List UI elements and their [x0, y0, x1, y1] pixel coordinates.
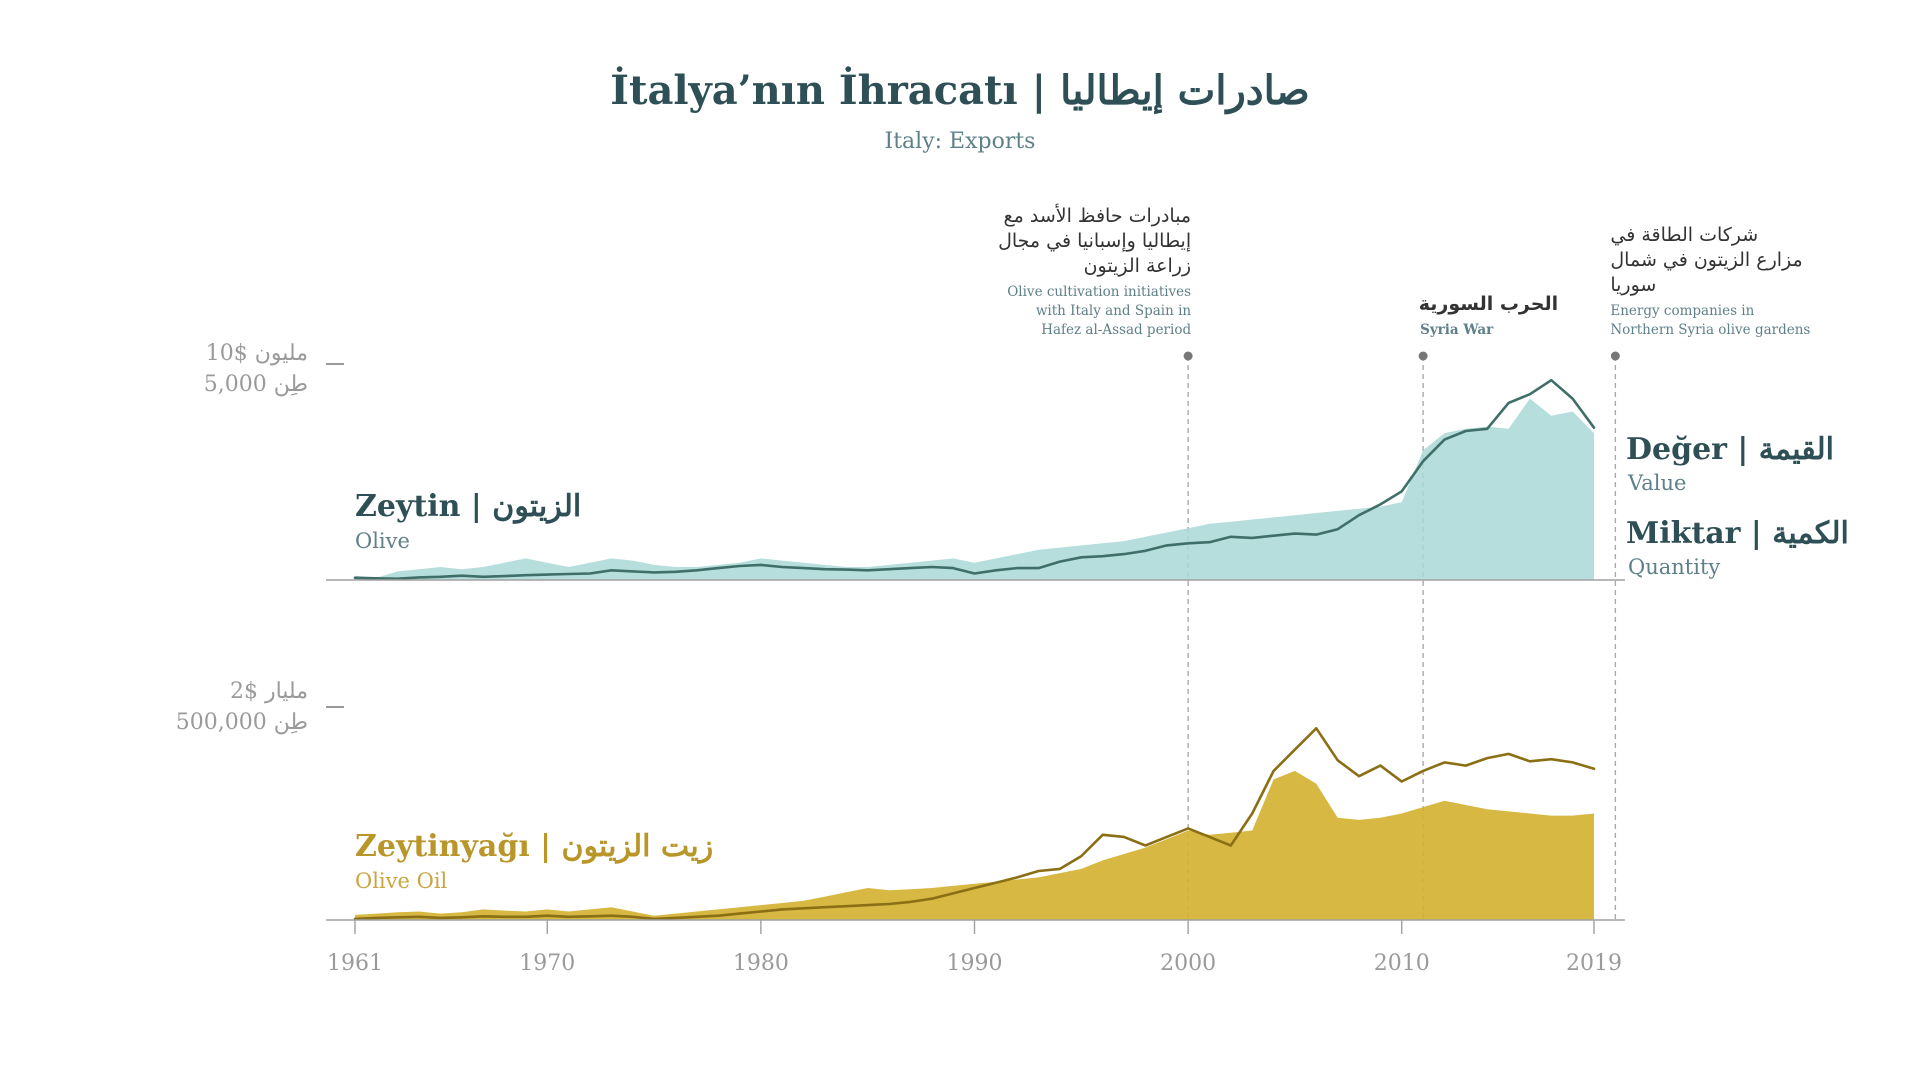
- x-tick-label-1990: 1990: [947, 951, 1003, 976]
- annotation-ar-2020-1: مزارع الزيتون في شمال: [1610, 249, 1802, 271]
- legend-value-subtitle: Value: [1627, 471, 1686, 495]
- oil-quantity-area: [355, 770, 1594, 920]
- chart-subtitle: Italy: Exports: [885, 129, 1036, 154]
- x-tick-label-2000: 2000: [1160, 951, 1216, 976]
- x-tick-label-1970: 1970: [519, 951, 575, 976]
- olive-oil-panel: مليار $2 طِن 500,000 Zeytinyağı | زيت ال…: [176, 679, 713, 893]
- x-tick-label-1980: 1980: [733, 951, 789, 976]
- olive-panel: مليون $10 طِن 5,000 Zeytin | الزيتون Oli…: [204, 341, 582, 553]
- annotation-dot-2020: [1610, 351, 1620, 361]
- oil-scale-value-label: مليار $2: [230, 679, 308, 704]
- chart-title: İtalya’nın İhracatı | صادرات إيطاليا: [610, 67, 1309, 115]
- x-tick-label-1961: 1961: [327, 951, 383, 976]
- x-tick-label-2019: 2019: [1566, 951, 1622, 976]
- annotation-ar-2000-1: إيطاليا وإسبانيا في مجال: [998, 230, 1191, 253]
- annotation-ar-2000-0: مبادرات حافظ الأسد مع: [1004, 204, 1192, 227]
- annotation-ar-2000-2: زراعة الزيتون: [1084, 255, 1192, 277]
- annotation-ar-2011-0: الحرب السورية: [1419, 293, 1558, 315]
- oil-series-title: Zeytinyağı | زيت الزيتون: [355, 829, 713, 864]
- olive-series-title: Zeytin | الزيتون: [355, 489, 581, 524]
- plot-area: [326, 378, 1625, 921]
- annotation-en-2011-0: Syria War: [1420, 322, 1494, 338]
- legend-value-title: Değer | القيمة: [1626, 432, 1834, 467]
- olive-value-line: [353, 378, 1596, 580]
- annotation-dot-2011: [1418, 351, 1428, 361]
- annotation-en-2020-1: Northern Syria olive gardens: [1610, 322, 1810, 338]
- annotation-en-2000-0: Olive cultivation initiatives: [1007, 284, 1191, 300]
- annotation-en-2000-2: Hafez al-Assad period: [1041, 322, 1191, 338]
- oil-value-line: [353, 727, 1596, 921]
- olive-series-subtitle: Olive: [355, 529, 410, 553]
- annotation-en-2000-1: with Italy and Spain in: [1036, 303, 1192, 319]
- olive-scale-quantity-label: طِن 5,000: [204, 372, 308, 397]
- x-tick-label-2010: 2010: [1374, 951, 1430, 976]
- right-legend: Değer | القيمة Value Miktar | الكمية Qua…: [1626, 432, 1849, 579]
- olive-scale-value-label: مليون $10: [206, 341, 308, 366]
- x-axis: 1961 1970 1980 1990 2000 2010 2019: [327, 920, 1622, 976]
- annotation-ar-2020-2: سوريا: [1610, 274, 1656, 296]
- annotation-dot-2000: [1183, 351, 1193, 361]
- legend-quantity-title: Miktar | الكمية: [1626, 516, 1849, 551]
- annotation-en-2020-0: Energy companies in: [1610, 303, 1754, 319]
- oil-series-subtitle: Olive Oil: [355, 869, 448, 893]
- legend-quantity-subtitle: Quantity: [1628, 555, 1720, 579]
- annotation-ar-2020-0: شركات الطاقة في: [1610, 224, 1758, 246]
- oil-scale-quantity-label: طِن 500,000: [176, 710, 308, 735]
